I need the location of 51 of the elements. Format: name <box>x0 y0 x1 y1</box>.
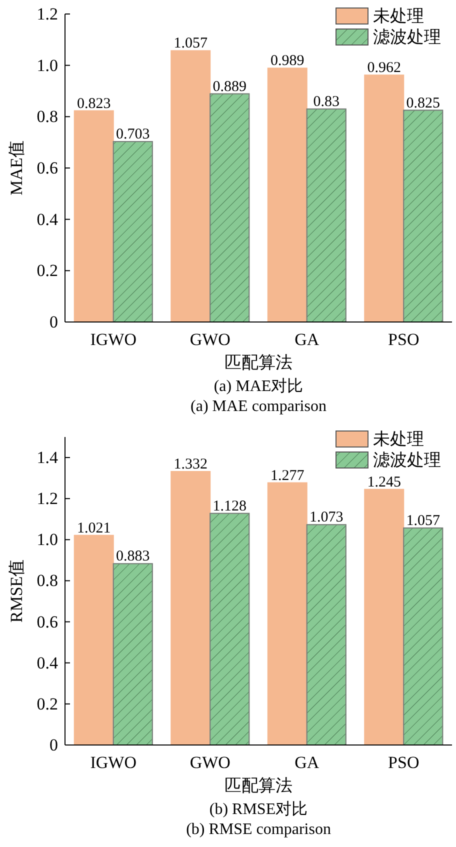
x-axis-title: 匹配算法 <box>224 776 292 795</box>
x-tick-label: GA <box>294 753 320 772</box>
data-label: 1.057 <box>406 512 440 529</box>
x-tick-label: GWO <box>190 330 230 349</box>
data-label: 0.823 <box>77 96 111 112</box>
y-tick-label: 0.6 <box>36 612 58 632</box>
data-label: 0.889 <box>212 78 246 95</box>
data-label: 1.021 <box>77 520 111 536</box>
data-label: 1.332 <box>174 456 208 472</box>
data-label: 1.057 <box>174 36 208 52</box>
x-axis-title: 匹配算法 <box>224 353 292 372</box>
text: (b) RMSE对比 <box>209 800 308 818</box>
legend-label: 滤波处理 <box>373 28 441 46</box>
data-label: 1.073 <box>310 510 344 526</box>
y-tick-label: 1.0 <box>36 530 58 550</box>
y-axis-title: RMSE值 <box>7 559 26 623</box>
y-tick-label: 1.4 <box>36 448 58 468</box>
x-tick-label: PSO <box>388 753 420 772</box>
data-label: 1.245 <box>367 474 401 490</box>
y-tick-label: 0.4 <box>36 653 58 672</box>
y-axis-title: MAE值 <box>7 140 26 196</box>
x-tick-label: IGWO <box>90 753 137 772</box>
data-label: 0.962 <box>367 60 401 76</box>
data-label: 0.83 <box>313 94 340 110</box>
y-tick-label: 0.6 <box>36 158 58 178</box>
y-tick-label: 0 <box>50 312 58 332</box>
y-tick-label: 0.4 <box>36 210 58 229</box>
text: (a) MAE对比 <box>214 377 304 395</box>
legend-label: 未处理 <box>373 430 424 448</box>
data-label: 1.277 <box>270 468 305 484</box>
y-tick-label: 0.2 <box>36 261 58 280</box>
x-tick-label: GA <box>294 330 320 349</box>
legend-label: 滤波处理 <box>373 450 441 470</box>
x-tick-label: PSO <box>388 330 420 349</box>
data-label: 0.989 <box>270 53 304 70</box>
y-tick-label: 0.8 <box>36 571 58 590</box>
data-label: 0.825 <box>406 95 440 112</box>
y-tick-label: 0.2 <box>36 694 58 714</box>
y-tick-label: 1.2 <box>36 4 58 24</box>
text: (a) MAE comparison <box>190 398 326 415</box>
data-label: 1.128 <box>212 498 246 514</box>
x-tick-label: GWO <box>190 753 230 772</box>
data-label: 0.703 <box>116 126 150 143</box>
y-tick-label: 1.2 <box>36 489 58 508</box>
text: (b) RMSE comparison <box>186 821 331 838</box>
y-tick-label: 0 <box>50 736 58 754</box>
x-tick-label: IGWO <box>90 330 137 349</box>
y-tick-label: 0.8 <box>36 107 58 126</box>
data-label: 0.883 <box>116 548 150 565</box>
y-tick-label: 1.0 <box>36 56 58 75</box>
legend-label: 未处理 <box>373 6 424 26</box>
